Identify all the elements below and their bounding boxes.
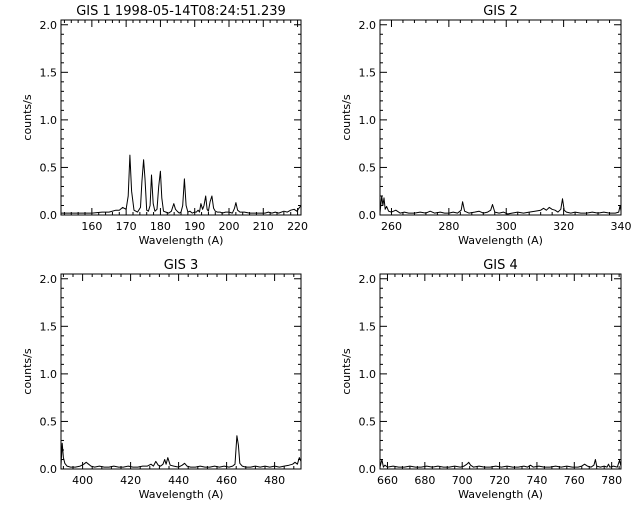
gis4-xtick-label: 740	[526, 474, 547, 487]
gis1-xtick-label: 220	[287, 220, 308, 233]
gis2-xtick-label: 300	[496, 220, 517, 233]
gis1-title: GIS 1 1998-05-14T08:24:51.239	[76, 4, 286, 19]
gis4-xtick-label: 680	[414, 474, 435, 487]
gis1-ytick-label: 2.0	[40, 19, 58, 32]
gis3-xtick-label: 440	[168, 474, 189, 487]
gis4-xtick-label: 760	[564, 474, 585, 487]
gis2-ytick-label: 0.0	[359, 209, 377, 222]
gis3-ylabel: counts/s	[21, 348, 34, 394]
gis2-ytick-label: 2.0	[359, 19, 377, 32]
gis1-ytick-label: 0.0	[40, 209, 58, 222]
gis4-spectrum-line	[379, 459, 622, 468]
gis4-ytick-label: 0.5	[359, 415, 377, 428]
gis2-xtick-label: 320	[553, 220, 574, 233]
gis2-ytick-label: 1.5	[359, 66, 377, 79]
gis2-xtick-label: 260	[381, 220, 402, 233]
gis4-ytick-label: 0.0	[359, 463, 377, 476]
gis4-ytick-label: 1.5	[359, 320, 377, 333]
gis3-spectrum-line	[60, 435, 302, 468]
gis3-panel: GIS 3 0.0 0.5 1.0 1.5 2.0 400 420 440 460 480 Wavel…	[21, 258, 302, 501]
gis3-xtick-label: 420	[120, 474, 141, 487]
gis1-ytick-label: 1.0	[40, 114, 58, 127]
gis4-plot-frame	[379, 273, 622, 470]
gis2-plot-frame	[379, 19, 622, 216]
gis3-ytick-label: 1.0	[40, 368, 58, 381]
gis4-ytick-label: 2.0	[359, 273, 377, 286]
gis4-xtick-label: 700	[452, 474, 473, 487]
gis3-xlabel: Wavelength (A)	[139, 488, 224, 501]
gis2-ytick-label: 0.5	[359, 161, 377, 174]
gis2-panel: GIS 2 0.0 0.5 1.0 1.5 2.0 260 280 300 320 340 Wavel…	[340, 4, 632, 247]
gis2-ytick-label: 1.0	[359, 114, 377, 127]
gis1-plot-frame	[60, 19, 302, 216]
gis1-ytick-label: 0.5	[40, 161, 58, 174]
gis3-xtick-label: 400	[72, 474, 93, 487]
gis3-xtick-label: 460	[216, 474, 237, 487]
gis1-spectrum-line	[61, 154, 302, 214]
gis4-xlabel: Wavelength (A)	[458, 488, 543, 501]
gis3-plot-frame	[60, 273, 302, 470]
gis2-spectrum-line	[379, 195, 622, 215]
gis2-xtick-label: 340	[611, 220, 632, 233]
gis1-xlabel: Wavelength (A)	[139, 234, 224, 247]
gis4-ylabel: counts/s	[340, 348, 353, 394]
gis1-xtick-label: 200	[219, 220, 240, 233]
gis1-ytick-label: 1.5	[40, 66, 58, 79]
gis1-xtick-label: 160	[81, 220, 102, 233]
gis1-xtick-label: 170	[116, 220, 137, 233]
gis2-xlabel: Wavelength (A)	[458, 234, 543, 247]
gis4-ytick-label: 1.0	[359, 368, 377, 381]
gis2-title: GIS 2	[483, 4, 518, 19]
gis1-xtick-label: 180	[150, 220, 171, 233]
gis2-ylabel: counts/s	[340, 94, 353, 140]
gis3-ytick-label: 0.5	[40, 415, 58, 428]
gis1-panel: GIS 1 1998-05-14T08:24:51.239 0.0 0.5 1.0 1.…	[21, 4, 308, 247]
gis4-title: GIS 4	[483, 258, 518, 273]
gis3-ytick-label: 1.5	[40, 320, 58, 333]
gis4-xtick-label: 660	[377, 474, 398, 487]
gis1-xtick-label: 210	[253, 220, 274, 233]
gis4-panel: GIS 4 0.0 0.5 1.0 1.5 2.0 660 680 700 720 740 760 78…	[340, 258, 622, 501]
gis3-ytick-label: 2.0	[40, 273, 58, 286]
gis2-xtick-label: 280	[438, 220, 459, 233]
gis1-xtick-label: 190	[184, 220, 205, 233]
gis1-ylabel: counts/s	[21, 94, 34, 140]
gis3-title: GIS 3	[164, 258, 199, 273]
gis4-xtick-label: 780	[601, 474, 622, 487]
gis4-xtick-label: 720	[489, 474, 510, 487]
gis3-xtick-label: 480	[264, 474, 285, 487]
gis3-ytick-label: 0.0	[40, 463, 58, 476]
